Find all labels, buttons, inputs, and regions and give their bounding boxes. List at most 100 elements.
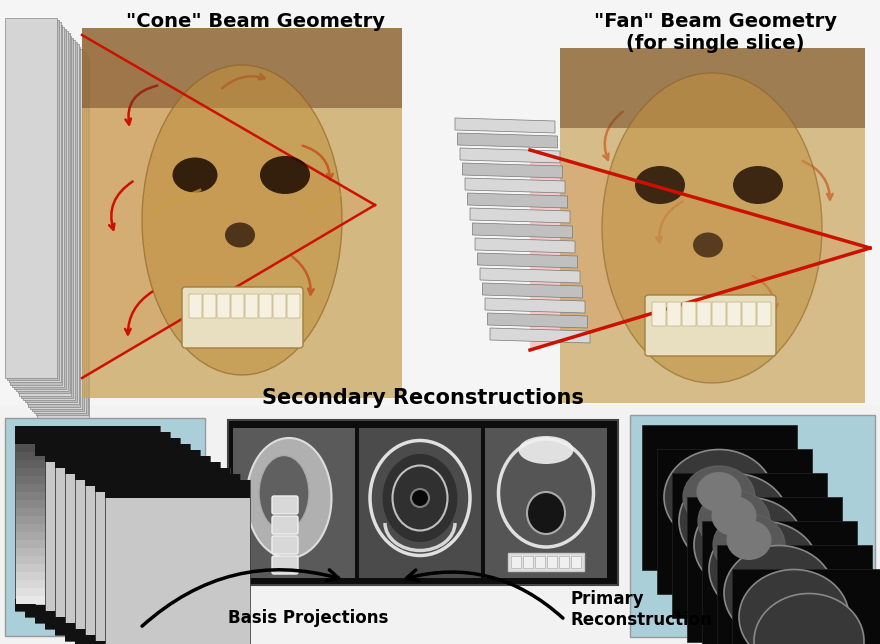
Ellipse shape [635,166,685,204]
FancyBboxPatch shape [75,635,220,644]
FancyBboxPatch shape [16,516,159,524]
FancyBboxPatch shape [16,492,159,500]
FancyBboxPatch shape [16,564,159,572]
FancyBboxPatch shape [687,497,842,642]
FancyBboxPatch shape [272,516,298,534]
FancyBboxPatch shape [508,553,584,571]
FancyBboxPatch shape [523,556,533,568]
Ellipse shape [246,438,332,558]
FancyBboxPatch shape [16,588,159,596]
Polygon shape [530,150,870,350]
Polygon shape [473,223,573,238]
FancyBboxPatch shape [12,27,64,387]
FancyBboxPatch shape [16,500,159,508]
FancyBboxPatch shape [25,432,170,450]
FancyBboxPatch shape [35,438,180,456]
FancyBboxPatch shape [25,432,170,617]
FancyBboxPatch shape [85,468,230,486]
FancyBboxPatch shape [16,468,159,476]
Text: Basis Projections: Basis Projections [228,609,388,627]
Ellipse shape [727,520,772,560]
Ellipse shape [724,545,834,641]
FancyBboxPatch shape [33,53,86,413]
Polygon shape [82,35,375,378]
Polygon shape [463,163,562,178]
Polygon shape [460,148,560,163]
Text: "Cone" Beam Geometry: "Cone" Beam Geometry [126,12,385,31]
FancyBboxPatch shape [485,428,607,578]
FancyBboxPatch shape [559,556,569,568]
FancyBboxPatch shape [287,294,300,318]
FancyBboxPatch shape [571,556,581,568]
FancyBboxPatch shape [727,302,741,326]
FancyBboxPatch shape [189,294,202,318]
FancyBboxPatch shape [702,521,857,644]
FancyBboxPatch shape [38,57,90,417]
Ellipse shape [518,436,574,464]
FancyBboxPatch shape [65,456,210,641]
FancyBboxPatch shape [105,480,250,498]
Ellipse shape [664,450,774,544]
Ellipse shape [709,522,819,616]
FancyBboxPatch shape [65,456,210,474]
FancyBboxPatch shape [182,287,303,348]
FancyBboxPatch shape [15,599,160,611]
FancyBboxPatch shape [560,48,865,403]
Ellipse shape [733,166,783,204]
FancyBboxPatch shape [359,428,481,578]
Ellipse shape [754,594,864,644]
Ellipse shape [527,492,565,534]
Ellipse shape [712,496,757,536]
FancyBboxPatch shape [16,508,159,516]
Ellipse shape [713,514,785,576]
FancyBboxPatch shape [35,55,88,415]
Ellipse shape [698,490,770,552]
FancyBboxPatch shape [228,420,618,585]
FancyBboxPatch shape [95,474,240,644]
FancyBboxPatch shape [657,449,812,594]
FancyBboxPatch shape [85,641,230,644]
Ellipse shape [259,455,309,531]
FancyBboxPatch shape [28,46,80,406]
FancyBboxPatch shape [35,611,180,623]
FancyBboxPatch shape [511,556,521,568]
FancyBboxPatch shape [21,38,73,398]
FancyBboxPatch shape [259,294,272,318]
Ellipse shape [739,569,849,644]
FancyBboxPatch shape [9,23,61,383]
FancyBboxPatch shape [642,425,797,570]
Polygon shape [488,313,588,328]
FancyBboxPatch shape [233,428,355,578]
FancyBboxPatch shape [272,496,298,514]
FancyBboxPatch shape [35,438,180,623]
FancyBboxPatch shape [16,596,159,604]
Text: "Fan" Beam Geometry
(for single slice): "Fan" Beam Geometry (for single slice) [593,12,837,53]
FancyBboxPatch shape [23,40,75,400]
FancyBboxPatch shape [16,548,159,556]
Polygon shape [482,283,583,298]
FancyBboxPatch shape [535,556,545,568]
FancyBboxPatch shape [16,540,159,548]
FancyBboxPatch shape [95,474,240,492]
FancyBboxPatch shape [15,426,160,611]
FancyBboxPatch shape [15,426,160,444]
FancyBboxPatch shape [11,24,62,384]
FancyBboxPatch shape [45,444,190,629]
FancyBboxPatch shape [717,545,872,644]
FancyBboxPatch shape [32,51,84,411]
Polygon shape [490,328,590,343]
FancyBboxPatch shape [45,444,190,462]
FancyBboxPatch shape [16,452,159,460]
FancyBboxPatch shape [16,556,159,564]
FancyBboxPatch shape [55,450,200,635]
FancyBboxPatch shape [16,532,159,540]
Polygon shape [470,208,570,223]
FancyBboxPatch shape [16,444,159,452]
FancyBboxPatch shape [16,476,159,484]
Polygon shape [475,238,575,253]
FancyBboxPatch shape [75,462,220,480]
FancyBboxPatch shape [82,28,402,398]
FancyBboxPatch shape [75,462,220,644]
Ellipse shape [142,65,342,375]
FancyBboxPatch shape [26,44,78,404]
